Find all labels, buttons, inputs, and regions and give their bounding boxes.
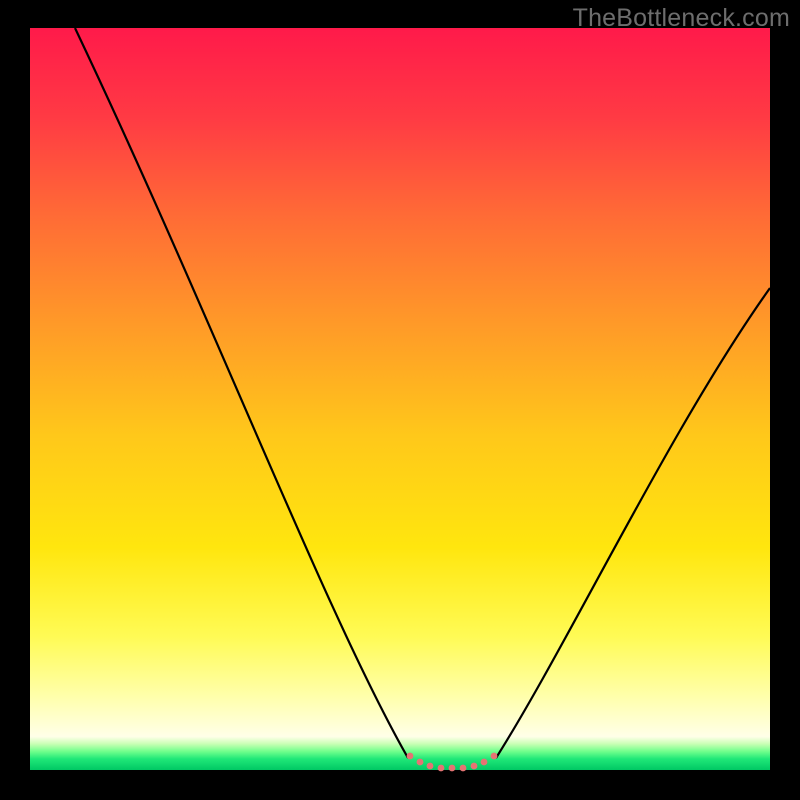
marker-dot — [438, 765, 445, 772]
marker-dot — [449, 765, 456, 772]
marker-dot — [427, 763, 434, 770]
marker-dot — [407, 753, 414, 760]
marker-dot — [491, 753, 498, 760]
marker-dot — [471, 763, 478, 770]
chart-container: TheBottleneck.com — [0, 0, 800, 800]
bottleneck-chart — [0, 0, 800, 800]
marker-dot — [481, 759, 488, 766]
plot-background — [30, 28, 770, 770]
marker-dot — [460, 765, 467, 772]
watermark-text: TheBottleneck.com — [573, 4, 790, 33]
marker-dot — [417, 759, 424, 766]
